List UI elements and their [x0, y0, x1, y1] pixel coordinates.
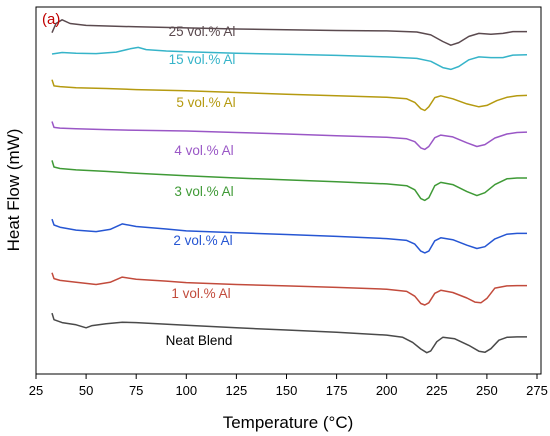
series-label: 2 vol.% Al — [173, 233, 232, 248]
series-line — [51, 312, 527, 354]
series-line — [51, 218, 527, 254]
series-group — [51, 19, 528, 354]
x-tick-label: 175 — [326, 383, 348, 398]
x-tick-label: 50 — [79, 383, 93, 398]
x-tick-label: 200 — [376, 383, 398, 398]
x-tick-label: 125 — [226, 383, 248, 398]
series-line — [51, 160, 527, 202]
series-label: 15 vol.% Al — [169, 52, 236, 67]
series-labels: 25 vol.% Al 15 vol.% Al 5 vol.% Al 4 vol.% … — [166, 24, 236, 348]
series-label: 3 vol.% Al — [174, 184, 233, 199]
series-label: Neat Blend — [166, 333, 233, 348]
x-axis-title: Temperature (°C) — [223, 413, 354, 432]
x-tick-label: 275 — [526, 383, 548, 398]
series-label: 4 vol.% Al — [174, 143, 233, 158]
x-tick-label: 75 — [129, 383, 143, 398]
y-axis-title: Heat Flow (mW) — [4, 129, 23, 252]
x-tick-label: 250 — [476, 383, 498, 398]
series-line — [51, 19, 527, 46]
series-label: 1 vol.% Al — [171, 286, 230, 301]
series-label: 5 vol.% Al — [176, 95, 235, 110]
plot-frame — [35, 6, 542, 375]
series-line — [51, 272, 527, 306]
series-line — [51, 46, 528, 71]
series-line — [51, 79, 528, 112]
series-label: 25 vol.% Al — [169, 24, 236, 39]
x-tick-label: 100 — [175, 383, 197, 398]
x-axis-ticks: 25 50 75 100 125 150 175 200 225 250 275 — [29, 374, 548, 398]
x-tick-label: 150 — [276, 383, 298, 398]
x-tick-label: 225 — [426, 383, 448, 398]
series-line — [51, 121, 528, 151]
panel-label: (a) — [42, 11, 60, 28]
x-tick-label: 25 — [29, 383, 43, 398]
